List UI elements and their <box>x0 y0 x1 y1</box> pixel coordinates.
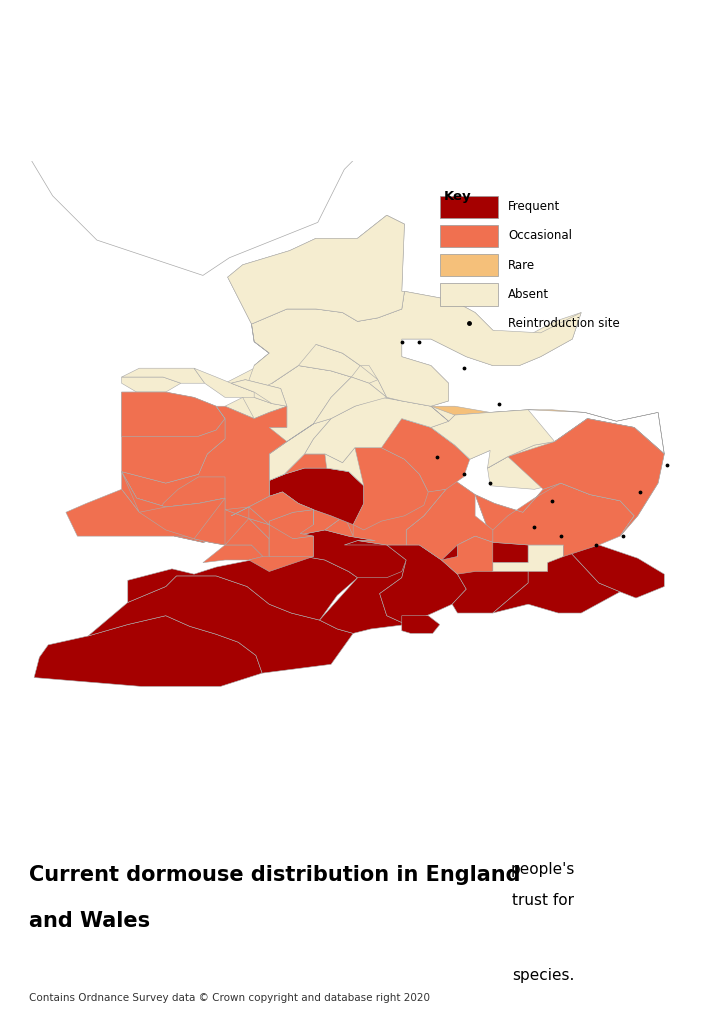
Polygon shape <box>219 492 313 550</box>
Polygon shape <box>122 392 225 436</box>
Polygon shape <box>269 510 313 539</box>
Text: species.: species. <box>512 968 574 983</box>
Polygon shape <box>254 377 387 454</box>
Polygon shape <box>249 518 269 539</box>
Polygon shape <box>431 407 665 454</box>
Polygon shape <box>225 366 351 441</box>
Bar <box>440 196 498 218</box>
Polygon shape <box>446 480 475 501</box>
Polygon shape <box>431 410 555 468</box>
Polygon shape <box>316 224 405 322</box>
Polygon shape <box>487 419 665 537</box>
Polygon shape <box>231 380 287 427</box>
Polygon shape <box>269 419 331 480</box>
Polygon shape <box>325 447 363 485</box>
Polygon shape <box>254 339 402 401</box>
Polygon shape <box>493 545 620 613</box>
Polygon shape <box>227 215 405 353</box>
Bar <box>440 283 498 305</box>
Text: and Wales: and Wales <box>29 911 150 932</box>
Polygon shape <box>327 447 429 530</box>
Polygon shape <box>475 483 634 556</box>
Polygon shape <box>319 541 406 634</box>
Polygon shape <box>251 530 406 578</box>
Polygon shape <box>249 537 313 571</box>
Polygon shape <box>419 543 529 613</box>
Polygon shape <box>203 545 263 562</box>
Polygon shape <box>254 339 378 383</box>
Polygon shape <box>34 615 262 686</box>
Polygon shape <box>249 507 313 556</box>
Polygon shape <box>231 380 287 407</box>
Polygon shape <box>455 436 490 459</box>
Bar <box>440 254 498 276</box>
Text: Frequent: Frequent <box>508 201 560 213</box>
Polygon shape <box>231 492 313 524</box>
Polygon shape <box>122 472 313 545</box>
Polygon shape <box>351 366 378 383</box>
Bar <box>440 224 498 248</box>
Polygon shape <box>487 419 665 537</box>
Polygon shape <box>139 498 263 545</box>
Polygon shape <box>225 518 269 556</box>
Polygon shape <box>305 397 470 463</box>
Polygon shape <box>122 392 287 543</box>
Polygon shape <box>251 510 353 545</box>
Text: people's: people's <box>511 862 575 878</box>
Polygon shape <box>127 556 358 621</box>
Polygon shape <box>194 498 225 545</box>
Polygon shape <box>379 545 466 625</box>
Polygon shape <box>402 615 439 634</box>
Text: Contains Ordnance Survey data © Crown copyright and database right 2020: Contains Ordnance Survey data © Crown co… <box>29 993 430 1004</box>
Polygon shape <box>269 534 313 556</box>
Polygon shape <box>269 468 363 524</box>
Polygon shape <box>563 545 665 598</box>
Polygon shape <box>88 575 353 673</box>
Polygon shape <box>194 369 272 403</box>
Text: Current dormouse distribution in England: Current dormouse distribution in England <box>29 865 521 886</box>
Polygon shape <box>251 291 581 407</box>
Polygon shape <box>225 366 351 454</box>
Polygon shape <box>159 447 355 543</box>
Polygon shape <box>475 483 561 543</box>
Text: Absent: Absent <box>508 288 550 301</box>
Polygon shape <box>66 472 227 543</box>
Polygon shape <box>442 537 493 574</box>
Polygon shape <box>122 369 205 383</box>
Polygon shape <box>458 543 529 574</box>
Polygon shape <box>243 291 581 421</box>
Polygon shape <box>9 0 379 275</box>
Text: Key: Key <box>444 190 471 203</box>
Polygon shape <box>122 419 225 483</box>
Polygon shape <box>249 518 269 539</box>
Polygon shape <box>493 545 563 571</box>
Polygon shape <box>358 215 405 256</box>
Text: endangered: endangered <box>501 922 614 940</box>
Text: Rare: Rare <box>508 259 536 271</box>
Text: Occasional: Occasional <box>508 229 572 243</box>
Polygon shape <box>227 215 405 324</box>
Text: Reintroduction site: Reintroduction site <box>508 316 620 330</box>
Polygon shape <box>355 419 470 492</box>
Polygon shape <box>159 477 269 543</box>
Polygon shape <box>225 507 269 524</box>
Text: trust for: trust for <box>512 893 574 908</box>
Polygon shape <box>406 480 493 560</box>
Polygon shape <box>305 397 455 463</box>
Polygon shape <box>122 377 181 392</box>
Polygon shape <box>325 480 446 545</box>
